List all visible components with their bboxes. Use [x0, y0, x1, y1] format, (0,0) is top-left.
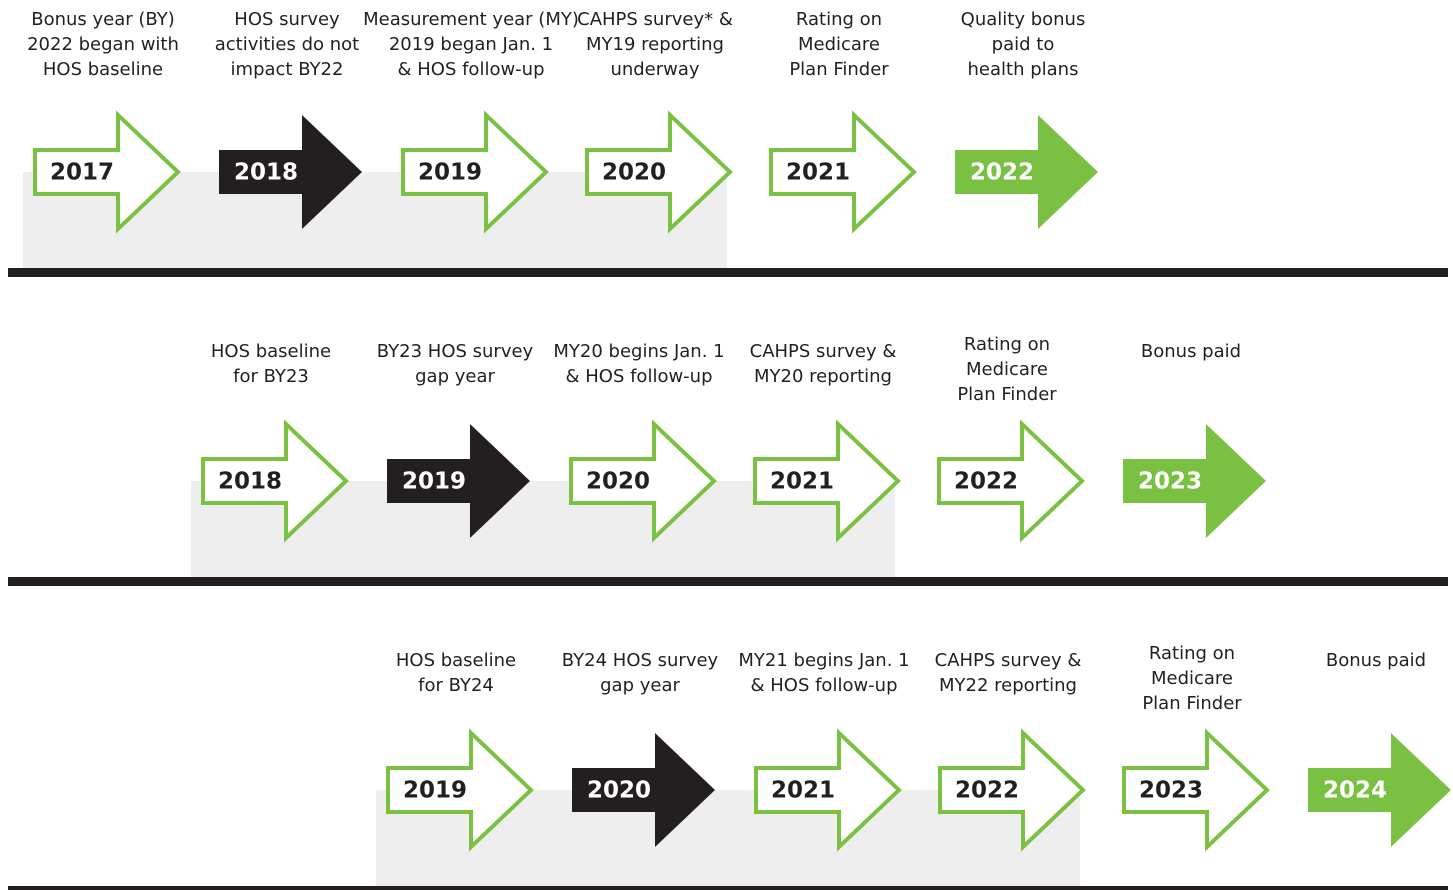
step-label: MY19 reporting: [586, 34, 724, 55]
arrow: [769, 110, 917, 234]
step-label: HOS survey: [234, 9, 340, 30]
step-label: Bonus paid: [1141, 341, 1241, 362]
arrow: [1122, 728, 1270, 852]
step-label: Medicare: [966, 359, 1048, 380]
year: 2021: [770, 469, 834, 495]
step-label: Rating on: [796, 9, 882, 30]
divider: [8, 268, 1448, 277]
step-label: & HOS follow-up: [750, 675, 897, 696]
year: 2019: [418, 160, 482, 186]
year: 2023: [1139, 778, 1203, 804]
step-label: activities do not: [215, 34, 360, 55]
step-label: Measurement year (MY): [363, 9, 579, 30]
step-label: CAHPS survey &: [750, 341, 897, 362]
step-label: HOS baseline: [43, 59, 163, 80]
step-label: MY22 reporting: [939, 675, 1077, 696]
step-label: HOS baseline: [396, 650, 516, 671]
step-label: Plan Finder: [789, 59, 889, 80]
year: 2022: [954, 469, 1018, 495]
divider: [8, 577, 1448, 586]
step-label: Plan Finder: [1142, 693, 1242, 714]
arrow: [572, 733, 715, 847]
arrow: [937, 419, 1085, 543]
year: 2022: [970, 160, 1034, 186]
arrow: [1308, 733, 1451, 847]
arrow: [569, 419, 717, 543]
year: 2019: [402, 469, 466, 495]
arrow: [754, 728, 902, 852]
step-label: 2022 began with: [27, 34, 179, 55]
year: 2018: [218, 469, 282, 495]
arrow: [33, 110, 181, 234]
step-label: Rating on: [964, 334, 1050, 355]
year: 2023: [1138, 469, 1202, 495]
step-label: Bonus year (BY): [31, 9, 175, 30]
step-label: BY23 HOS survey: [377, 341, 534, 362]
step-label: impact BY22: [231, 59, 344, 80]
step-label: Bonus paid: [1326, 650, 1426, 671]
step-label: MY20 reporting: [754, 366, 892, 387]
step-label: & HOS follow-up: [565, 366, 712, 387]
year: 2020: [587, 778, 651, 804]
arrow: [753, 419, 901, 543]
arrow: [585, 110, 733, 234]
step-label: HOS baseline: [211, 341, 331, 362]
year: 2020: [602, 160, 666, 186]
step-label: & HOS follow-up: [397, 59, 544, 80]
year: 2024: [1323, 778, 1387, 804]
step-label: Rating on: [1149, 643, 1235, 664]
step-label: Quality bonus: [961, 9, 1086, 30]
arrow: [938, 728, 1086, 852]
year: 2021: [786, 160, 850, 186]
step-label: health plans: [968, 59, 1079, 80]
step-label: 2019 began Jan. 1: [389, 34, 553, 55]
year: 2020: [586, 469, 650, 495]
year: 2022: [955, 778, 1019, 804]
step-label: Medicare: [1151, 668, 1233, 689]
arrow: [219, 115, 362, 229]
arrow: [386, 728, 534, 852]
step-label: CAHPS survey* &: [577, 9, 733, 30]
year: 2017: [50, 160, 114, 186]
step-label: gap year: [415, 366, 495, 387]
step-label: MY21 begins Jan. 1: [738, 650, 909, 671]
arrow: [955, 115, 1098, 229]
year: 2018: [234, 160, 298, 186]
arrow: [387, 424, 530, 538]
arrow: [201, 419, 349, 543]
step-label: CAHPS survey &: [935, 650, 1082, 671]
step-label: paid to: [992, 34, 1055, 55]
step-label: for BY23: [233, 366, 309, 387]
step-label: gap year: [600, 675, 680, 696]
step-label: underway: [610, 59, 699, 80]
step-label: Plan Finder: [957, 384, 1057, 405]
arrow: [1123, 424, 1266, 538]
year: 2019: [403, 778, 467, 804]
divider: [8, 886, 1448, 890]
step-label: for BY24: [418, 675, 494, 696]
step-label: Medicare: [798, 34, 880, 55]
year: 2021: [771, 778, 835, 804]
arrow: [401, 110, 549, 234]
step-label: MY20 begins Jan. 1: [553, 341, 724, 362]
step-label: BY24 HOS survey: [562, 650, 719, 671]
